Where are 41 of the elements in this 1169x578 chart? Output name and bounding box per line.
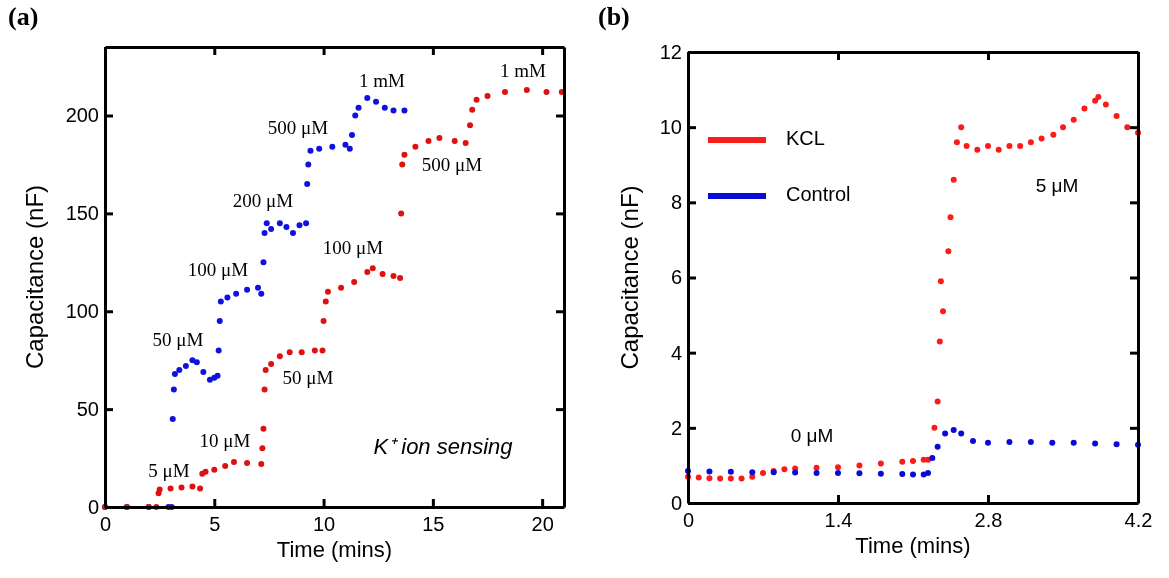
y-tick-label: 4 [670, 341, 682, 364]
y-axis-title: Capacitance (nF) [616, 185, 643, 370]
x-tick-label: 4.2 [1124, 509, 1153, 532]
annotation: 100 μM [187, 259, 249, 281]
y-tick-label: 200 [65, 104, 99, 127]
x-tick-label: 2.8 [974, 509, 1003, 532]
annotation: 500 μM [421, 154, 483, 176]
y-tick-label: 10 [659, 116, 682, 139]
y-tick-label: 100 [65, 300, 99, 323]
x-tick-label: 15 [422, 513, 445, 536]
chart-title: (a) [8, 2, 39, 31]
y-tick-label: 50 [76, 398, 99, 421]
x-tick-label: 20 [531, 513, 554, 536]
annotation: 10 μM [199, 430, 251, 452]
y-tick-label: 0 [670, 491, 682, 514]
annotation: 1 mM [359, 70, 406, 92]
annotation: 500 μM [267, 117, 329, 139]
y-tick-label: 12 [659, 40, 682, 63]
annotation: 50 μM [152, 329, 204, 351]
annotation: 100 μM [322, 237, 384, 259]
x-axis-title: Time (mins) [855, 533, 971, 558]
legend-label: Control [786, 183, 851, 206]
chart-title: (b) [598, 2, 630, 31]
annotation: 200 μM [232, 190, 294, 212]
x-tick-label: 10 [312, 513, 336, 536]
annotation: 5 μM [1035, 175, 1079, 197]
y-axis-title: Capacitance (nF) [21, 184, 48, 370]
legend-label: KCL [786, 127, 825, 150]
x-tick-label: 5 [209, 513, 221, 536]
y-tick-label: 150 [65, 202, 99, 225]
annotation: 0 μM [790, 425, 834, 447]
x-tick-label: 1.4 [824, 509, 853, 532]
y-tick-label: 2 [670, 416, 682, 439]
y-tick-label: 6 [670, 266, 682, 289]
y-tick-label: 8 [670, 191, 682, 214]
x-axis-title: Time (mins) [276, 537, 393, 562]
y-tick-label: 0 [87, 495, 99, 518]
annotation: 50 μM [282, 367, 334, 389]
annotation: K⁺ ion sensing [373, 433, 514, 459]
annotation: 5 μM [148, 460, 190, 482]
annotation: 1 mM [500, 60, 547, 82]
